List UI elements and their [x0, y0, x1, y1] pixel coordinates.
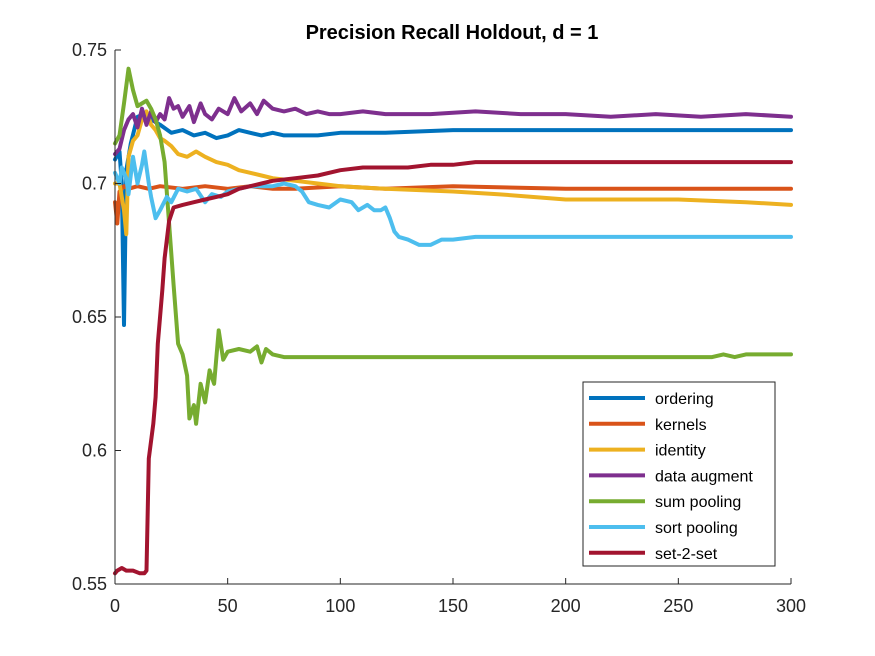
legend-label: set-2-set [655, 546, 718, 563]
x-tick-label: 300 [776, 596, 806, 616]
y-tick-label: 0.6 [82, 441, 107, 461]
series-layer [113, 66, 793, 576]
x-tick-label: 0 [110, 596, 120, 616]
x-tick-label: 150 [438, 596, 468, 616]
chart-title: Precision Recall Holdout, d = 1 [306, 22, 599, 44]
y-tick-label: 0.65 [72, 307, 107, 327]
legend-label: sum pooling [655, 494, 741, 511]
x-tick-label: 200 [551, 596, 581, 616]
series-line-sort-pooling [113, 149, 793, 247]
legend-label: identity [655, 443, 706, 460]
legend: ordering kernels identity data augment sum p… [582, 381, 776, 567]
y-tick-label: 0.75 [72, 40, 107, 60]
ticks-layer: 0 50 100 150 200 250 300 0.55 0.6 0.65 0.7 0.75 [72, 40, 806, 616]
series-line-data-augment [113, 96, 793, 157]
series-line-kernels [113, 184, 793, 226]
legend-label: kernels [655, 417, 707, 434]
x-tick-label: 100 [325, 596, 355, 616]
series-line-sum-pooling [113, 66, 793, 426]
legend-label: sort pooling [655, 520, 738, 537]
x-tick-label: 50 [218, 596, 238, 616]
y-tick-label: 0.55 [72, 574, 107, 594]
legend-label: data augment [655, 468, 753, 485]
x-tick-label: 250 [663, 596, 693, 616]
legend-label: ordering [655, 391, 714, 408]
series-line-set-2-set [113, 160, 793, 576]
y-tick-label: 0.7 [82, 174, 107, 194]
series-line-identity [113, 109, 793, 237]
